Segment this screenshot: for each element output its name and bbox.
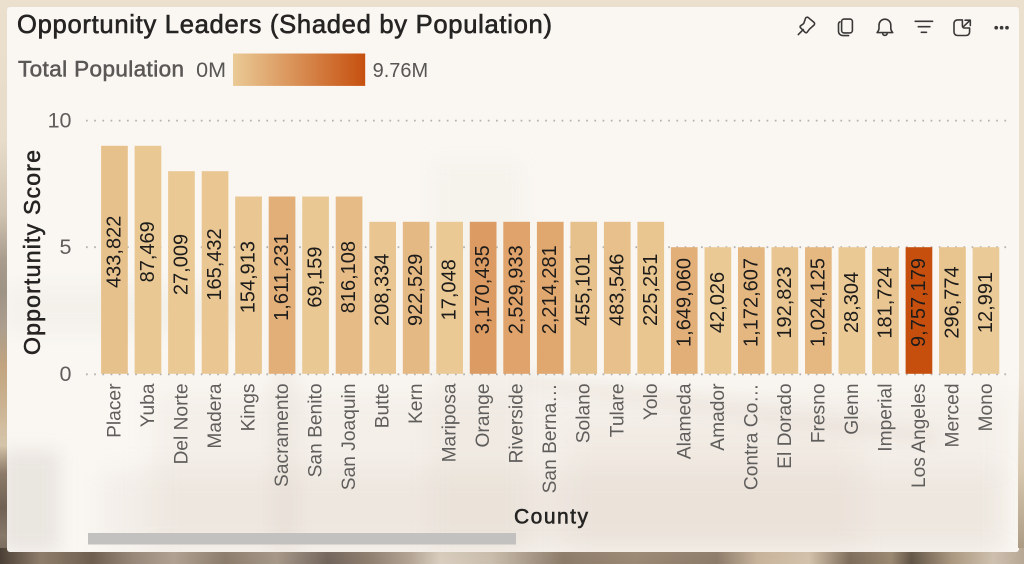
svg-text:9,757,179: 9,757,179 [908,258,930,347]
svg-text:181,724: 181,724 [874,266,896,338]
svg-text:17,048: 17,048 [439,259,461,320]
svg-text:1,649,060: 1,649,060 [673,258,695,347]
svg-text:296,774: 296,774 [942,266,964,338]
svg-text:Kings: Kings [239,384,260,432]
svg-text:Contra Co…: Contra Co… [741,384,762,491]
svg-text:Sacramento: Sacramento [272,384,293,487]
svg-text:2,214,281: 2,214,281 [539,245,561,334]
svg-text:165,432: 165,432 [204,228,226,300]
svg-text:12,991: 12,991 [975,272,997,333]
svg-text:154,913: 154,913 [238,241,260,313]
svg-text:Madera: Madera [205,383,226,448]
svg-text:483,546: 483,546 [606,254,628,326]
svg-text:28,304: 28,304 [841,272,863,333]
svg-text:922,529: 922,529 [405,254,427,326]
svg-text:El Dorado: El Dorado [775,384,796,469]
svg-text:5: 5 [60,235,72,259]
svg-text:27,009: 27,009 [171,234,193,295]
svg-text:0: 0 [60,362,72,386]
svg-text:Butte: Butte [373,384,394,429]
svg-text:Opportunity Leaders (Shaded by: Opportunity Leaders (Shaded by Populatio… [17,11,552,39]
svg-text:208,334: 208,334 [372,254,394,326]
svg-text:Mono: Mono [976,384,997,432]
svg-text:Yuba: Yuba [138,383,159,427]
svg-text:Merced: Merced [943,384,964,448]
svg-text:42,026: 42,026 [707,272,729,333]
svg-text:225,251: 225,251 [640,254,662,326]
svg-text:Total Population: Total Population [18,57,184,82]
svg-text:3,170,435: 3,170,435 [472,245,494,334]
svg-text:2,529,933: 2,529,933 [506,245,528,334]
svg-text:Tulare: Tulare [607,384,628,438]
svg-text:87,469: 87,469 [137,221,159,282]
svg-text:1,024,125: 1,024,125 [807,258,829,347]
svg-text:Orange: Orange [473,384,494,448]
svg-text:Los Angeles: Los Angeles [909,384,930,489]
svg-text:Glenn: Glenn [842,384,863,435]
svg-text:San Berna…: San Berna… [540,384,561,494]
svg-text:69,159: 69,159 [305,247,327,308]
svg-text:Placer: Placer [104,383,125,438]
svg-text:Mariposa: Mariposa [440,383,461,462]
svg-text:County: County [514,506,589,529]
svg-text:0M: 0M [196,58,226,82]
svg-text:816,108: 816,108 [338,241,360,313]
svg-text:Amador: Amador [708,383,729,451]
svg-text:455,101: 455,101 [573,254,595,326]
svg-text:San Benito: San Benito [306,384,327,478]
svg-text:Fresno: Fresno [808,384,829,444]
svg-text:433,822: 433,822 [103,216,125,288]
svg-text:Del Norte: Del Norte [172,384,193,465]
svg-text:192,823: 192,823 [774,266,796,338]
svg-text:Opportunity Score: Opportunity Score [19,150,45,355]
svg-text:Kern: Kern [406,384,427,425]
svg-text:1,172,607: 1,172,607 [740,258,762,347]
svg-text:10: 10 [48,109,72,133]
svg-text:Imperial: Imperial [875,384,896,452]
svg-text:9.76M: 9.76M [373,59,429,82]
svg-text:Riverside: Riverside [507,384,528,464]
svg-text:Yolo: Yolo [641,384,662,421]
svg-text:Alameda: Alameda [674,383,695,459]
svg-text:Solano: Solano [574,384,595,444]
svg-text:San Joaquin: San Joaquin [339,384,360,491]
svg-text:1,611,231: 1,611,231 [271,233,293,321]
